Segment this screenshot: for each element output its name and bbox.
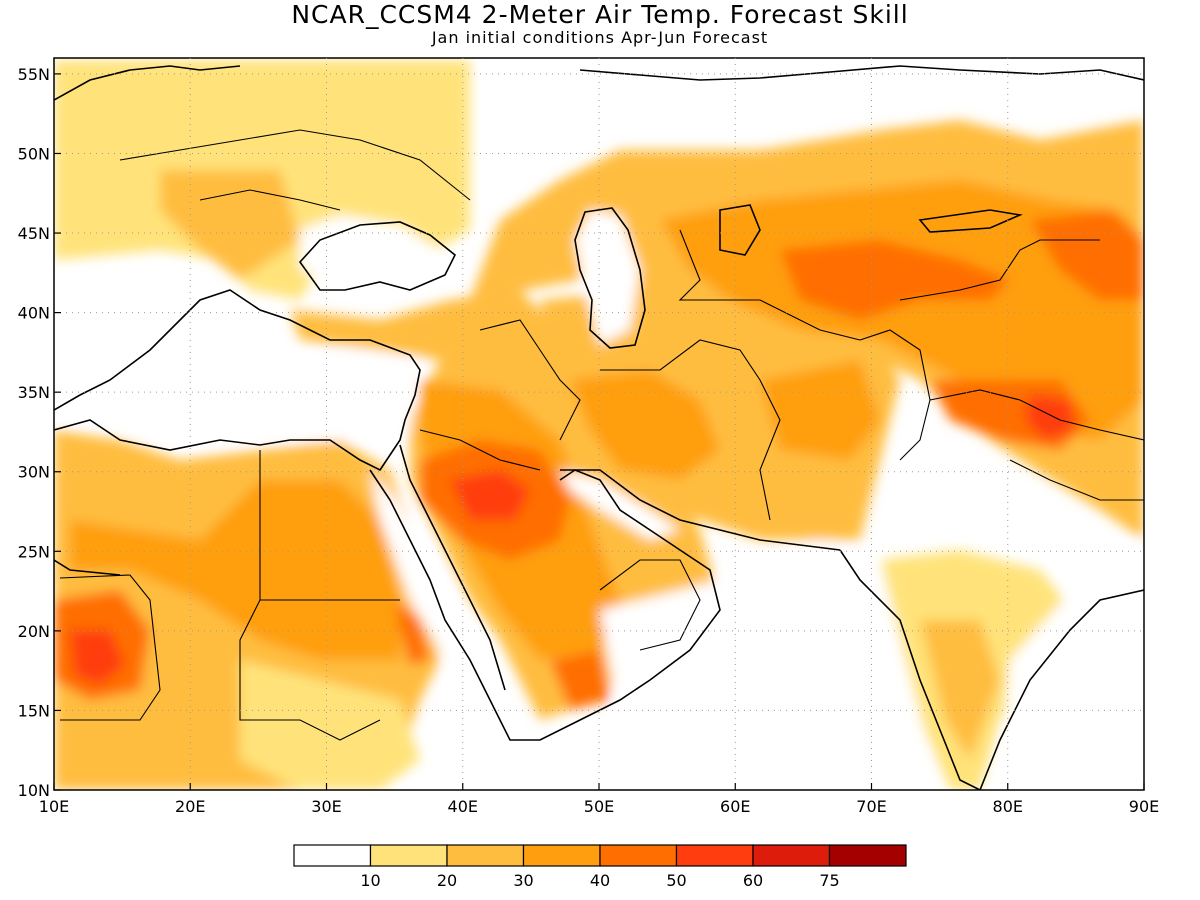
skill-region-arabia-center [450,470,530,520]
colorbar-legend: 10 20 30 40 50 60 75 [293,844,907,890]
colorbar-swatch [675,844,754,867]
skill-region-tibet-core [1025,395,1075,440]
x-tick-label: 70E [856,797,886,816]
skill-region-yemen [550,650,610,710]
political-borders [59,129,1144,741]
colorbar-label: 40 [590,871,610,890]
colorbar-swatch [446,844,525,867]
x-tick-label: 40E [448,797,478,816]
colorbar-swatch [522,844,601,867]
skill-region-red-sea-edge [395,600,430,665]
y-tick-label: 20N [18,622,50,641]
mask-bay-of-bengal [1000,540,1144,790]
mask-persian-gulf [560,470,680,540]
skill-region-china-hotspot [1030,210,1144,300]
colorbar-swatch [599,844,678,867]
skill-region-sudan [240,660,420,790]
skill-region-iran-mid [570,370,720,480]
map-title: NCAR_CCSM4 2-Meter Air Temp. Forecast Sk… [291,0,909,29]
colorbar-swatch [369,844,448,867]
y-axis: 10N 15N 20N 25N 30N 35N 40N 45N 50N 55N [18,65,61,800]
map-subtitle: Jan initial conditions Apr-Jun Forecast [431,28,769,47]
coastlines [54,65,1144,790]
x-tick-label: 50E [584,797,614,816]
gridlines [54,58,1144,790]
x-axis: 10E 20E 30E 40E 50E 60E 70E 80E 90E [39,783,1159,816]
skill-shading [54,60,1144,790]
x-tick-label: 30E [311,797,341,816]
colorbar-swatch [293,844,372,867]
y-tick-label: 10N [18,781,50,800]
skill-region-afghanistan [760,360,880,460]
x-tick-label: 60E [720,797,750,816]
colorbar-label: 75 [819,871,839,890]
y-tick-label: 15N [18,701,50,720]
y-tick-label: 50N [18,144,50,163]
y-tick-label: 25N [18,542,50,561]
colorbar-swatch [752,844,831,867]
x-tick-label: 10E [39,797,69,816]
y-tick-label: 35N [18,383,50,402]
skill-region-sahara-east [70,480,400,660]
y-tick-label: 30N [18,463,50,482]
colorbar-label: 10 [360,871,380,890]
mask-red-sea [370,470,490,710]
skill-region-europe-mid [160,170,300,280]
x-tick-label: 20E [175,797,205,816]
colorbar-label: 60 [743,871,763,890]
mask-arabian-sea [600,540,940,790]
y-tick-label: 45N [18,224,50,243]
colorbar-label: 50 [666,871,686,890]
skill-region-kazakh-hotspot [780,240,1010,320]
mask-black-sea [300,215,440,280]
y-tick-label: 55N [18,65,50,84]
x-tick-label: 80E [993,797,1023,816]
y-tick-label: 40N [18,304,50,323]
skill-region-india-mid [920,620,1000,760]
colorbar-label: 20 [437,871,457,890]
skill-region-chad-core [70,630,125,685]
mask-mediterranean [54,350,420,440]
colorbar-swatch [828,844,907,867]
x-tick-label: 90E [1129,797,1159,816]
colorbar-label: 30 [513,871,533,890]
skill-region-central-asia-mid [660,180,1144,440]
